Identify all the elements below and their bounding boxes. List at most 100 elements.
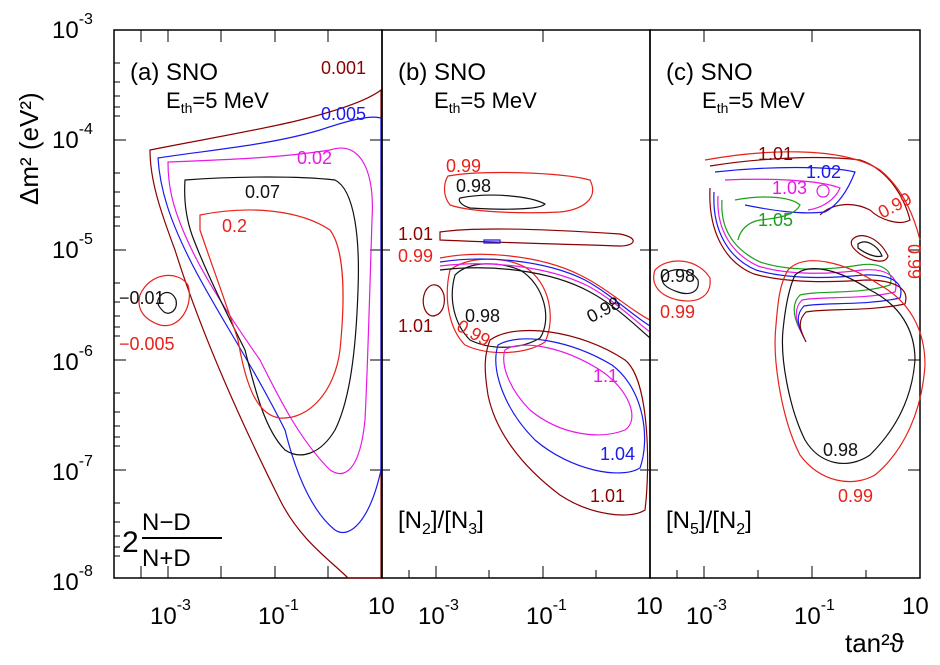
contour-label: 0.2: [222, 216, 247, 236]
contour-body-darkred: [709, 187, 907, 343]
y-tick-label: 10-6: [52, 343, 93, 376]
x-tick-label: 10-3: [150, 597, 191, 630]
contour-label: 1.05: [758, 210, 793, 230]
y-axis-label: Δm² (eV²): [14, 92, 44, 205]
contour-label: 1.1: [593, 366, 618, 386]
contour-0.99-outer: [704, 151, 921, 241]
panel-a-formula: 2 N−D N+D: [122, 509, 222, 572]
panel-c-frame: [649, 29, 921, 579]
contour-label: 0.98: [660, 266, 695, 286]
contour-band-red: [439, 253, 651, 321]
y-tick-label: 10-7: [52, 453, 93, 486]
x-tick-labels: 10-3 10-1 10 10-3 10-1 10 10-3 10-1 10: [150, 593, 929, 630]
x-tick-label: 10: [902, 593, 929, 620]
panel-b-threshold: Eth=5 MeV: [434, 88, 537, 116]
contour-label: 1.02: [806, 162, 841, 182]
contour-label: 1.01: [758, 144, 793, 164]
contour-0.98-top: [458, 194, 546, 210]
contour-0.99-top: [443, 171, 594, 214]
y-tick-label: 10-4: [52, 121, 93, 154]
contour-1.01-lower: [484, 329, 649, 516]
panel-b-ticks: [382, 30, 650, 578]
formula-numerator: N−D: [142, 509, 191, 536]
x-tick-label: 10-1: [794, 597, 835, 630]
contour-1.01-band: [439, 228, 634, 247]
contour-label: 0.99: [398, 246, 433, 266]
panel-c-ratio: [N5]/[N2]: [666, 507, 752, 538]
contour-0.98-left: [661, 269, 699, 295]
contour-band-black: [439, 267, 651, 339]
contour-0.99-ring: [857, 241, 883, 258]
x-tick-label: 10-1: [258, 597, 299, 630]
contour-label: 0.98: [823, 440, 858, 460]
contour-0.07: [184, 176, 359, 456]
contour-label: 0.99: [838, 486, 873, 506]
contour-0.005: [157, 116, 382, 533]
contour-label: 0.005: [321, 104, 366, 124]
contour-1.04: [495, 338, 646, 474]
y-tick-label: 10-3: [52, 11, 93, 44]
panel-c: (c) SNO Eth=5 MeV 1.01 1.02 1.03 1.05 0.…: [649, 29, 926, 579]
contour-1.03: [724, 178, 841, 211]
contour-label: 0.98: [583, 293, 623, 327]
contour-blue-small: [483, 239, 501, 244]
contour-0.001: [149, 88, 382, 579]
contour-label: 0.98: [456, 176, 491, 196]
contour-minus-0.01: [157, 291, 177, 314]
x-tick-label: 10: [636, 593, 663, 620]
panel-b: (b) SNO Eth=5 MeV 0.99 0.98 1.01 0.99 0.…: [381, 29, 651, 579]
y-tick-exponent: -8: [79, 563, 93, 580]
contour-1.02: [714, 166, 856, 214]
panel-a-texts: (a) SNO Eth=5 MeV 0.001 0.005 0.02 0.07 …: [119, 58, 366, 572]
contour-band-blue: [439, 258, 651, 327]
contour-label: 0.99: [904, 244, 924, 279]
contour-label: 0.99: [660, 302, 695, 322]
contour-label: 0.99: [446, 156, 481, 176]
contour-label: 0.001: [321, 58, 366, 78]
contour-label: 1.04: [600, 444, 635, 464]
y-tick-exponent: -7: [79, 453, 93, 470]
contour-1.05: [734, 196, 801, 241]
y-tick-label: 10-8: [52, 563, 93, 596]
panel-c-ticks: [650, 30, 920, 578]
contour-label: 0.02: [297, 148, 332, 168]
y-tick-labels: 10-3 10-4 10-5 10-6 10-7 10-8: [52, 11, 93, 596]
panel-b-ratio: [N2]/[N3]: [398, 507, 484, 538]
contour-1.1: [503, 344, 633, 436]
contour-label: 1.01: [590, 486, 625, 506]
contour-label: 1.01: [398, 224, 433, 244]
panel-b-contours: [422, 171, 651, 516]
contour-0.98-large: [781, 268, 916, 464]
contour-body-magenta: [717, 195, 897, 335]
x-tick-label: 10-1: [526, 597, 567, 630]
contour-label: −0.01: [119, 288, 165, 308]
contour-label: −0.005: [119, 334, 175, 354]
panel-a-tag: (a) SNO: [130, 59, 218, 86]
panel-c-tag: (c) SNO: [666, 59, 753, 86]
contour-label: 0.07: [245, 182, 280, 202]
contour-body-green: [721, 199, 892, 331]
y-tick-exponent: -4: [79, 121, 93, 138]
x-tick-label: 10: [368, 593, 395, 620]
contour-1.01-top: [709, 156, 911, 223]
contour-1.03-ring: [816, 184, 830, 198]
contour-0.99-small: [850, 235, 889, 262]
panel-a-ticks: [114, 29, 382, 579]
formula-lead: 2: [122, 526, 139, 559]
contour-label: 1.03: [772, 178, 807, 198]
panel-c-contours: [653, 151, 926, 483]
x-axis-label: tan²ϑ: [845, 628, 905, 658]
contour-minus-0.005: [138, 274, 190, 327]
y-tick-label: 10-5: [52, 231, 93, 264]
y-tick-exponent: -3: [79, 11, 93, 28]
x-tick-label: 10-3: [686, 597, 727, 630]
contour-body-blue: [713, 191, 902, 339]
formula-denominator: N+D: [142, 545, 191, 572]
contour-0.02: [167, 147, 373, 475]
contour-band-magenta: [439, 263, 651, 333]
y-tick-exponent: -5: [79, 231, 93, 248]
contour-0.99-large: [774, 260, 926, 483]
x-tick-label: 10-3: [418, 597, 459, 630]
contour-0.99-left: [653, 260, 711, 302]
